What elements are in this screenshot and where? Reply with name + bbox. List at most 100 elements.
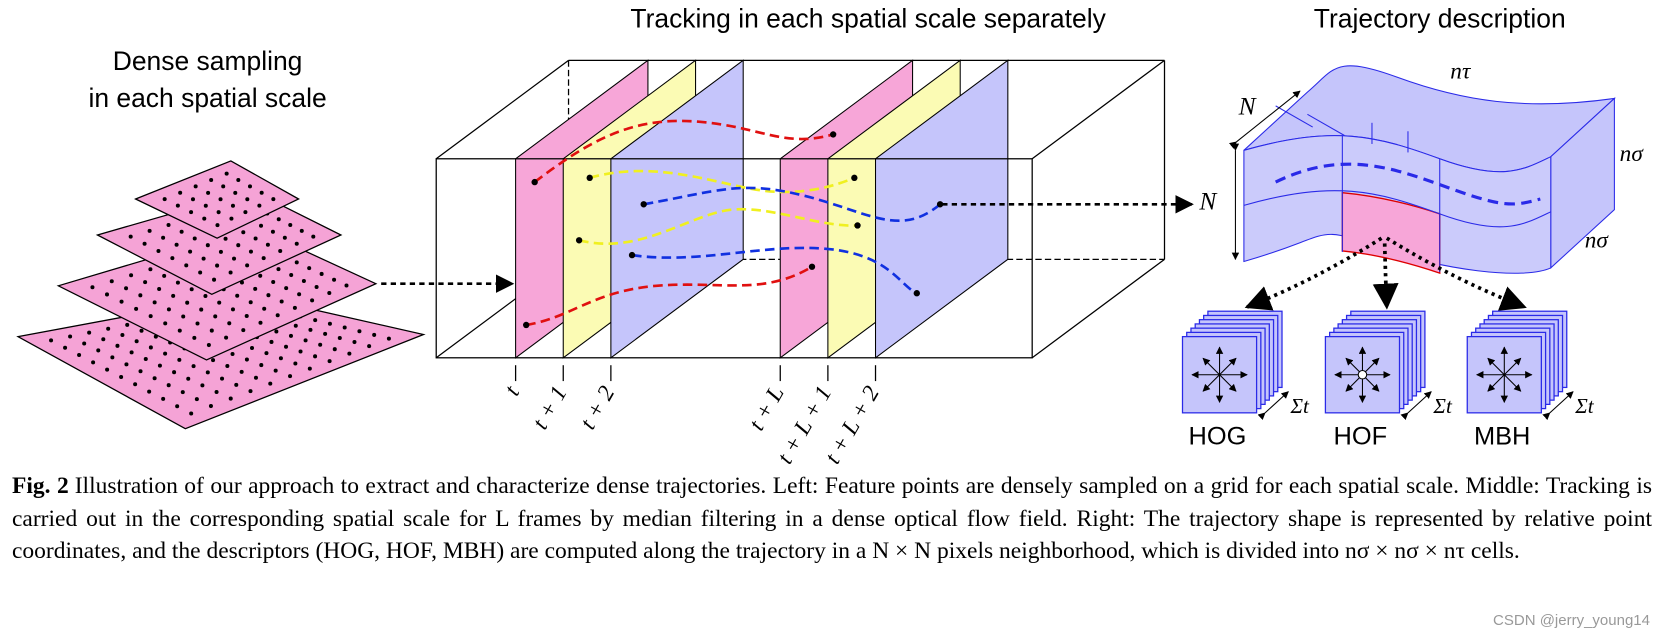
sample-point <box>298 349 303 354</box>
frame-label: t + L <box>744 382 790 435</box>
sample-point <box>129 273 134 278</box>
cube-label: nσ <box>1585 228 1610 254</box>
sample-point <box>215 223 220 228</box>
sample-point <box>190 197 195 202</box>
sample-point <box>297 292 302 297</box>
sample-point <box>152 376 157 381</box>
sample-point <box>129 350 134 355</box>
orientation-arrow <box>1503 374 1522 392</box>
sample-point <box>228 396 233 401</box>
sample-point <box>244 357 249 362</box>
sample-point <box>327 321 332 326</box>
sample-point <box>205 370 210 375</box>
sample-point <box>319 271 324 276</box>
track-point <box>854 222 861 229</box>
sample-point <box>212 277 217 282</box>
sample-point <box>235 293 240 298</box>
edge <box>1031 258 1165 359</box>
sample-point <box>134 306 139 311</box>
cube-side <box>1550 97 1615 270</box>
sample-point <box>220 376 225 381</box>
sample-point <box>216 210 221 215</box>
frame-label: t + 1 <box>527 382 572 434</box>
sample-point <box>189 287 194 292</box>
front-face <box>435 158 1033 359</box>
sample-point <box>269 339 274 344</box>
orientation-arrow <box>1487 374 1505 392</box>
sample-point <box>271 279 276 284</box>
sample-point <box>77 353 82 358</box>
pyramid <box>16 160 515 430</box>
sample-point <box>119 299 124 304</box>
frame <box>610 59 744 359</box>
frame-label: t + 2 <box>575 381 620 434</box>
sample-point <box>262 306 267 311</box>
sample-point <box>258 320 263 325</box>
sample-point <box>293 361 298 366</box>
trajectory <box>1274 162 1541 206</box>
sample-point <box>245 263 250 268</box>
sample-point <box>278 248 283 253</box>
sample-point <box>119 374 124 379</box>
sum-label: Σt <box>1574 394 1595 418</box>
trajectory <box>533 119 834 184</box>
sample-point <box>327 290 332 295</box>
dim <box>1228 90 1301 149</box>
sample-point <box>163 351 168 356</box>
sample-point <box>253 286 258 291</box>
frame <box>874 59 1009 359</box>
sample-point <box>271 197 276 202</box>
sample-point <box>157 363 162 368</box>
sample-point <box>241 230 246 235</box>
sample-point <box>175 280 180 285</box>
left-title: in each spatial scale <box>88 83 326 113</box>
sample-point <box>133 382 138 387</box>
orientation-arrow <box>1202 357 1220 376</box>
sample-point <box>142 241 147 246</box>
sample-point <box>199 307 204 312</box>
sample-point <box>233 190 238 195</box>
sample-point <box>243 210 248 215</box>
sum-label: Σt <box>1432 394 1453 418</box>
sample-point <box>217 300 222 305</box>
sample-point <box>236 178 241 183</box>
sample-point <box>206 343 211 348</box>
sample-point <box>352 340 357 345</box>
trajectory <box>578 207 858 245</box>
sample-point <box>266 293 271 298</box>
sample-point <box>344 283 349 288</box>
sample-point <box>203 293 208 298</box>
sample-point <box>292 305 297 310</box>
sample-point <box>288 333 293 338</box>
sample-point <box>232 256 237 261</box>
sample-point <box>314 284 319 290</box>
sample-point <box>303 338 308 343</box>
sample-point <box>337 335 342 341</box>
sample-point <box>162 197 167 202</box>
sample-point <box>166 383 171 388</box>
sample-point <box>91 360 96 365</box>
sample-point <box>310 298 315 303</box>
sample-point <box>264 351 269 356</box>
sample-point <box>284 286 289 291</box>
sample-point <box>96 348 101 353</box>
sample-point <box>293 323 298 328</box>
orientation-arrow <box>1487 357 1505 376</box>
figure: Dense sampling in each spatial scale Tra… <box>16 4 1645 469</box>
track-point <box>531 178 538 186</box>
sample-point <box>152 300 157 305</box>
sample-point <box>192 335 197 340</box>
sample-point <box>259 190 264 195</box>
sample-point <box>224 171 229 176</box>
sample-point <box>143 280 148 285</box>
sample-point <box>115 343 120 348</box>
trajectory-cube: nτ N Nnσ nσ <box>1198 58 1645 311</box>
sample-point <box>258 273 263 278</box>
sample-point <box>205 243 210 248</box>
sample-point <box>228 270 233 275</box>
sample-point <box>247 184 253 189</box>
sample-point <box>218 197 223 202</box>
sample-point <box>143 356 148 362</box>
scale-layer <box>134 160 300 239</box>
cube-label: nσ <box>1620 141 1645 167</box>
